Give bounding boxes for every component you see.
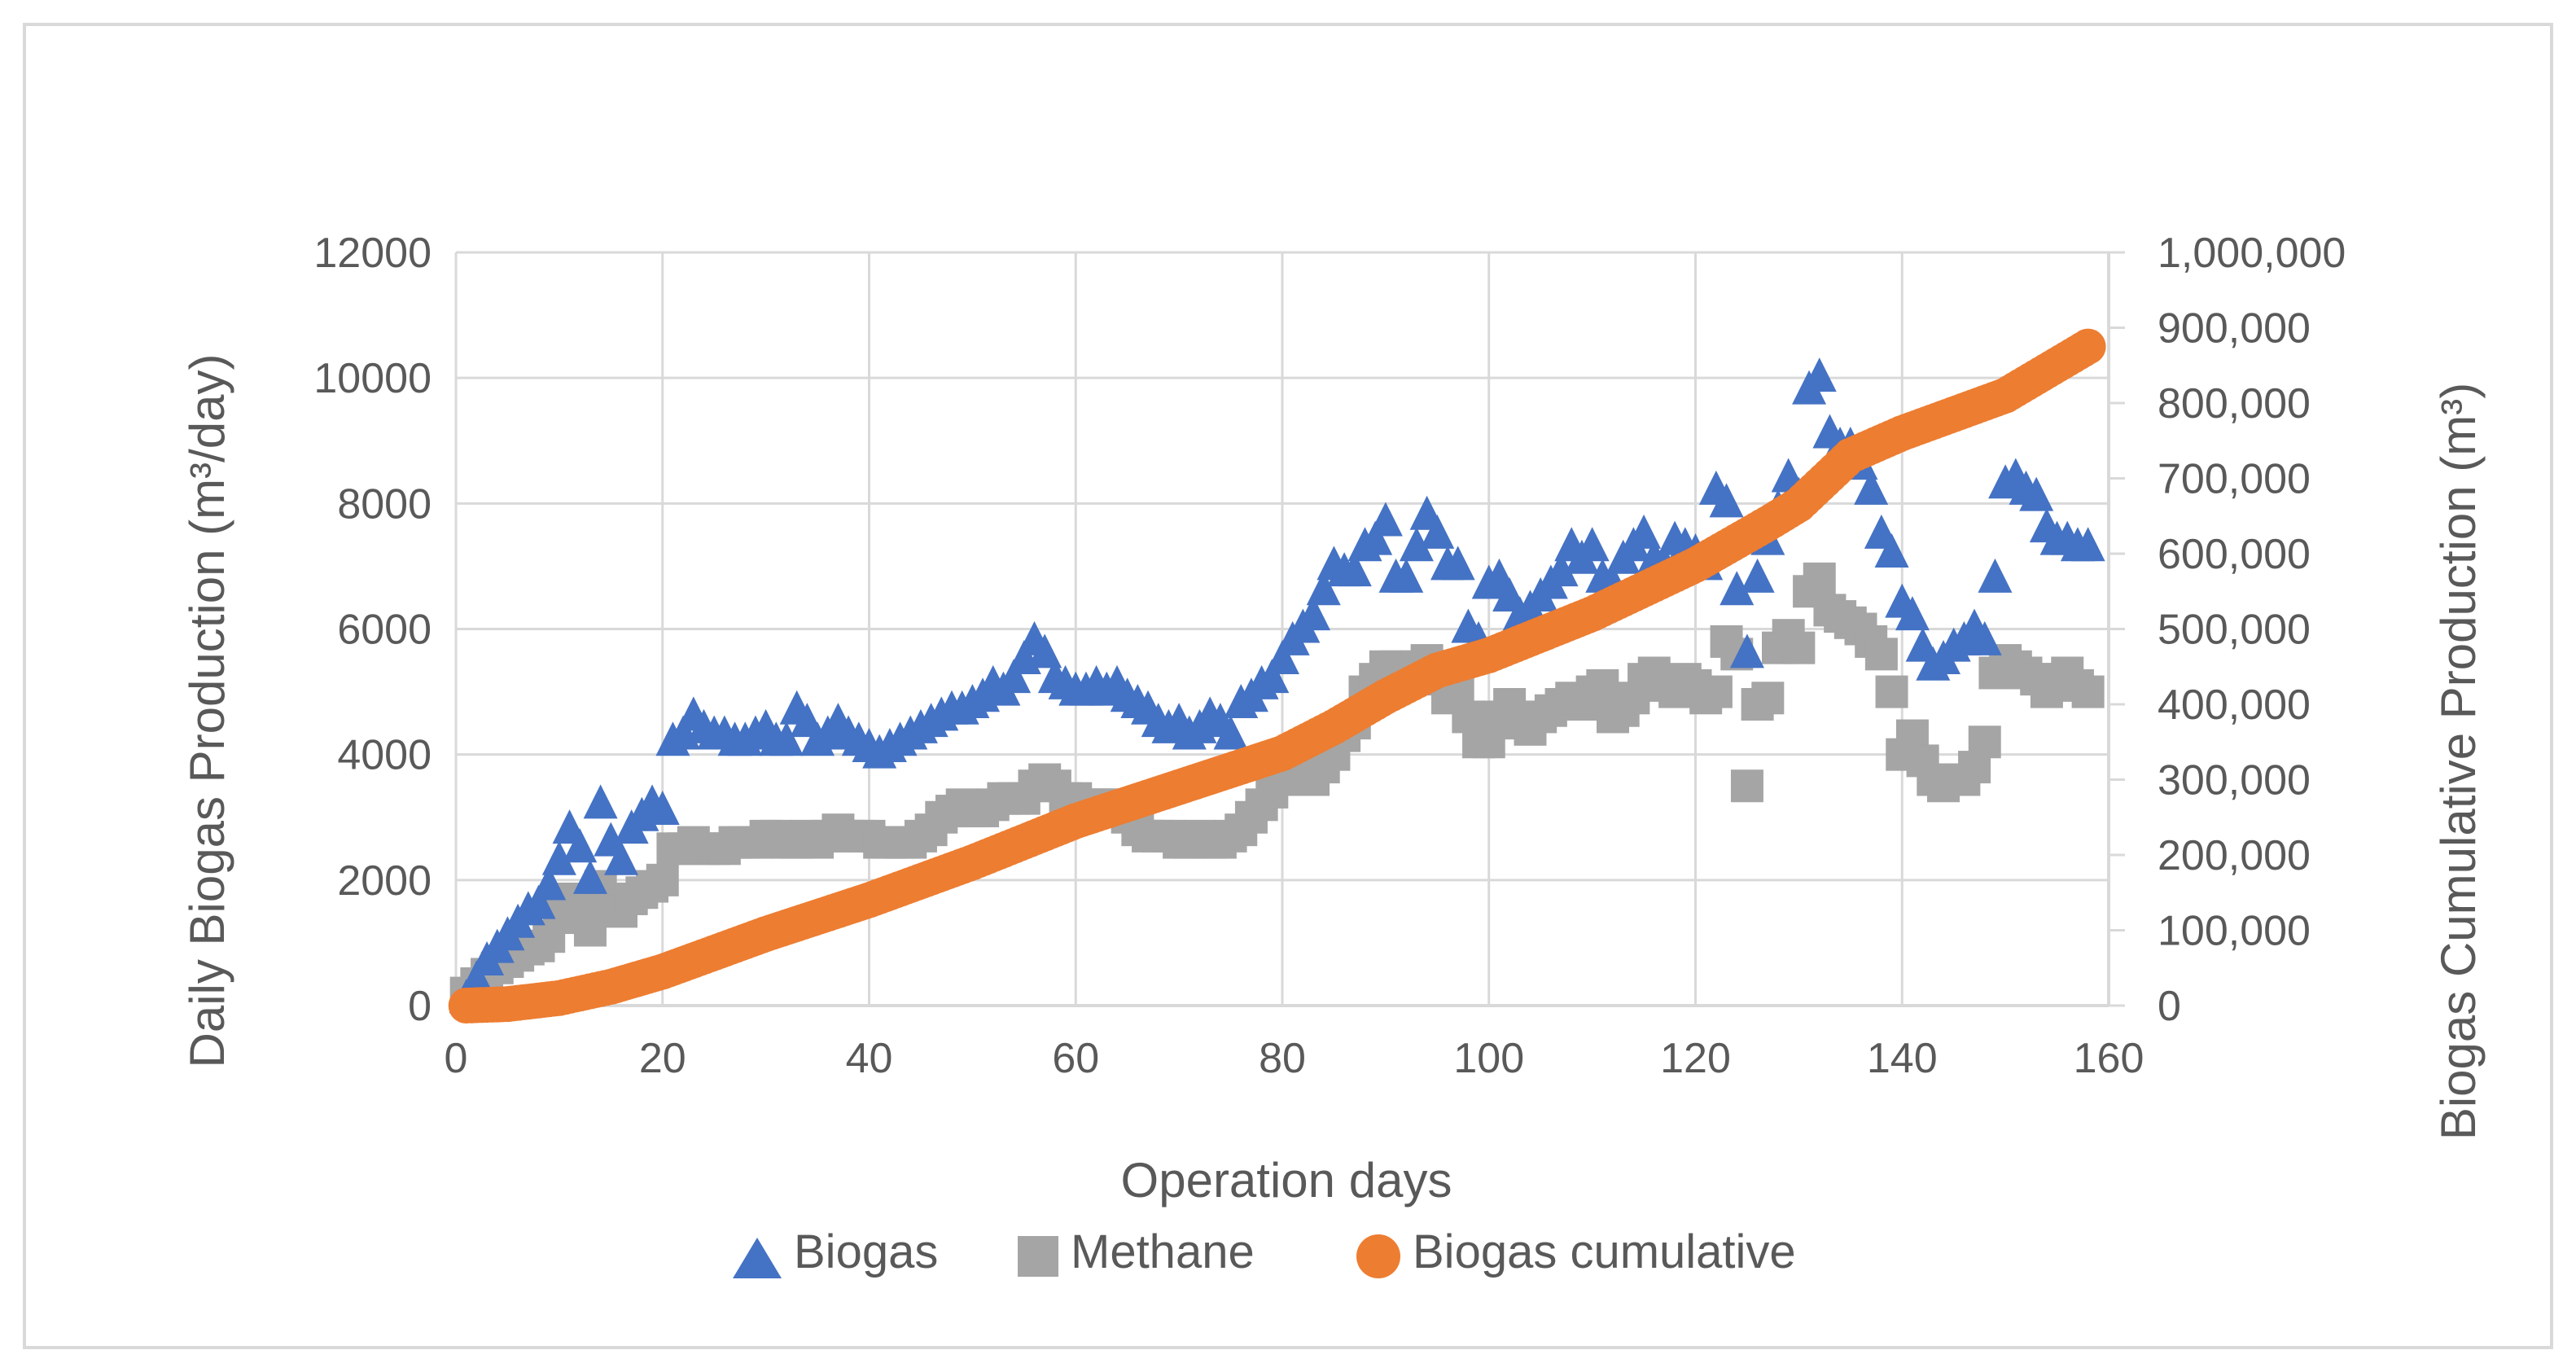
- x-tick-label: 0: [445, 1035, 468, 1082]
- methane-point: [1803, 562, 1836, 595]
- cumulative-series: [448, 328, 2106, 1024]
- x-tick-label: 120: [1660, 1035, 1731, 1082]
- y-right-tick-label: 1,000,000: [2158, 230, 2346, 277]
- biogas-point: [541, 840, 576, 875]
- biogas-point: [1440, 546, 1475, 581]
- y-left-tick-label: 6000: [337, 607, 432, 654]
- biogas-point: [1874, 533, 1909, 568]
- x-tick-label: 140: [1867, 1035, 1938, 1082]
- biogas-point: [459, 960, 494, 995]
- biogas-point: [1627, 514, 1662, 549]
- biogas-point: [1709, 483, 1744, 518]
- biogas-point: [572, 859, 607, 894]
- methane-point: [646, 863, 679, 896]
- biogas-point: [1368, 502, 1403, 537]
- biogas-point: [1575, 527, 1610, 562]
- legend-cumulative-label: Biogas cumulative: [1413, 1225, 1796, 1278]
- x-tick-label: 160: [2074, 1035, 2144, 1082]
- biogas-point: [1420, 514, 1455, 549]
- y-right-tick-label: 100,000: [2158, 908, 2311, 955]
- y-left-tick-label: 8000: [337, 480, 432, 528]
- legend-cumulative-marker: [1356, 1234, 1400, 1278]
- y-left-tick-label: 4000: [337, 732, 432, 779]
- methane-point: [532, 920, 566, 953]
- x-tick-label: 40: [846, 1035, 893, 1082]
- biogas-point: [769, 721, 804, 756]
- biogas-point: [1544, 552, 1579, 587]
- biogas-point: [645, 791, 680, 826]
- biogas-point: [1978, 558, 2013, 593]
- biogas-point: [1296, 596, 1331, 631]
- methane-point: [1875, 675, 1908, 708]
- y-right-tick-label: 800,000: [2158, 380, 2311, 427]
- y-right-tick-label: 700,000: [2158, 456, 2311, 503]
- biogas-series: [449, 357, 2105, 1014]
- y-right-tick-label: 500,000: [2158, 607, 2311, 654]
- methane-point: [1699, 675, 1733, 708]
- biogas-point: [532, 866, 567, 901]
- chart-frame: [23, 23, 2553, 1349]
- y-right-tick-label: 200,000: [2158, 832, 2311, 879]
- legend-biogas-marker: [733, 1238, 782, 1278]
- methane-series: [449, 562, 2105, 1010]
- legend-methane-marker: [1018, 1236, 1058, 1277]
- biogas-point: [2070, 527, 2105, 562]
- legend: Biogas Methane Biogas cumulative: [733, 1225, 1796, 1278]
- biogas-point: [1358, 520, 1393, 555]
- biogas-point: [997, 659, 1032, 694]
- axes: [456, 251, 2125, 1007]
- y-right-tick-label: 600,000: [2158, 531, 2311, 578]
- biogas-point: [1255, 659, 1290, 694]
- series-area: [448, 328, 2106, 1024]
- y-right-tick-label: 400,000: [2158, 682, 2311, 729]
- y-right-tick-label: 0: [2158, 983, 2181, 1030]
- biogas-point: [1213, 715, 1248, 750]
- biogas-point: [563, 828, 598, 863]
- x-tick-label: 20: [639, 1035, 686, 1082]
- methane-point: [1864, 638, 1898, 671]
- methane-point: [1751, 682, 1785, 715]
- x-tick-label: 60: [1052, 1035, 1099, 1082]
- y-right-tick-label: 900,000: [2158, 305, 2311, 353]
- biogas-point: [521, 884, 556, 919]
- legend-biogas-label: Biogas: [794, 1225, 938, 1278]
- y-right-tick-label: 300,000: [2158, 757, 2311, 804]
- y-left-tick-label: 12000: [313, 230, 432, 277]
- biogas-point: [1399, 527, 1434, 562]
- methane-point: [1730, 769, 1763, 803]
- methane-point: [1782, 631, 1816, 664]
- y-left-tick-label: 0: [408, 983, 432, 1030]
- biogas-point: [1306, 571, 1341, 606]
- methane-point: [1968, 725, 2001, 759]
- x-tick-label: 100: [1453, 1035, 1524, 1082]
- biogas-point: [1389, 558, 1424, 593]
- y-axis-left-title: Daily Biogas Production (m³/day): [180, 353, 234, 1067]
- methane-point: [2071, 675, 2105, 708]
- biogas-point: [1854, 470, 1889, 505]
- x-axis-title: Operation days: [1121, 1153, 1452, 1208]
- biogas-point: [1895, 596, 1930, 631]
- y-left-tick-label: 2000: [337, 857, 432, 905]
- biogas-point: [1729, 633, 1764, 668]
- biogas-point: [583, 784, 618, 819]
- biogas-point: [1802, 357, 1837, 392]
- legend-methane-label: Methane: [1071, 1225, 1255, 1278]
- biogas-point: [1740, 558, 1775, 593]
- biogas-point: [1265, 640, 1299, 675]
- biogas-point: [1720, 571, 1755, 606]
- cumulative-point: [2070, 328, 2106, 365]
- x-tick-label: 80: [1259, 1035, 1306, 1082]
- y-left-tick-label: 10000: [313, 355, 432, 402]
- biogas-point: [2019, 476, 2054, 511]
- biogas-point: [604, 840, 638, 875]
- y-axis-right-title: Biogas Cumulative Production (m³): [2431, 383, 2486, 1140]
- biogas-point: [1027, 633, 1062, 668]
- biogas-point: [1967, 620, 2002, 655]
- tick-labels: 0 2000 4000 6000 8000 10000 12000 0 20 40 60 80 100 1…: [313, 230, 2346, 1082]
- biogas-point: [1337, 552, 1372, 587]
